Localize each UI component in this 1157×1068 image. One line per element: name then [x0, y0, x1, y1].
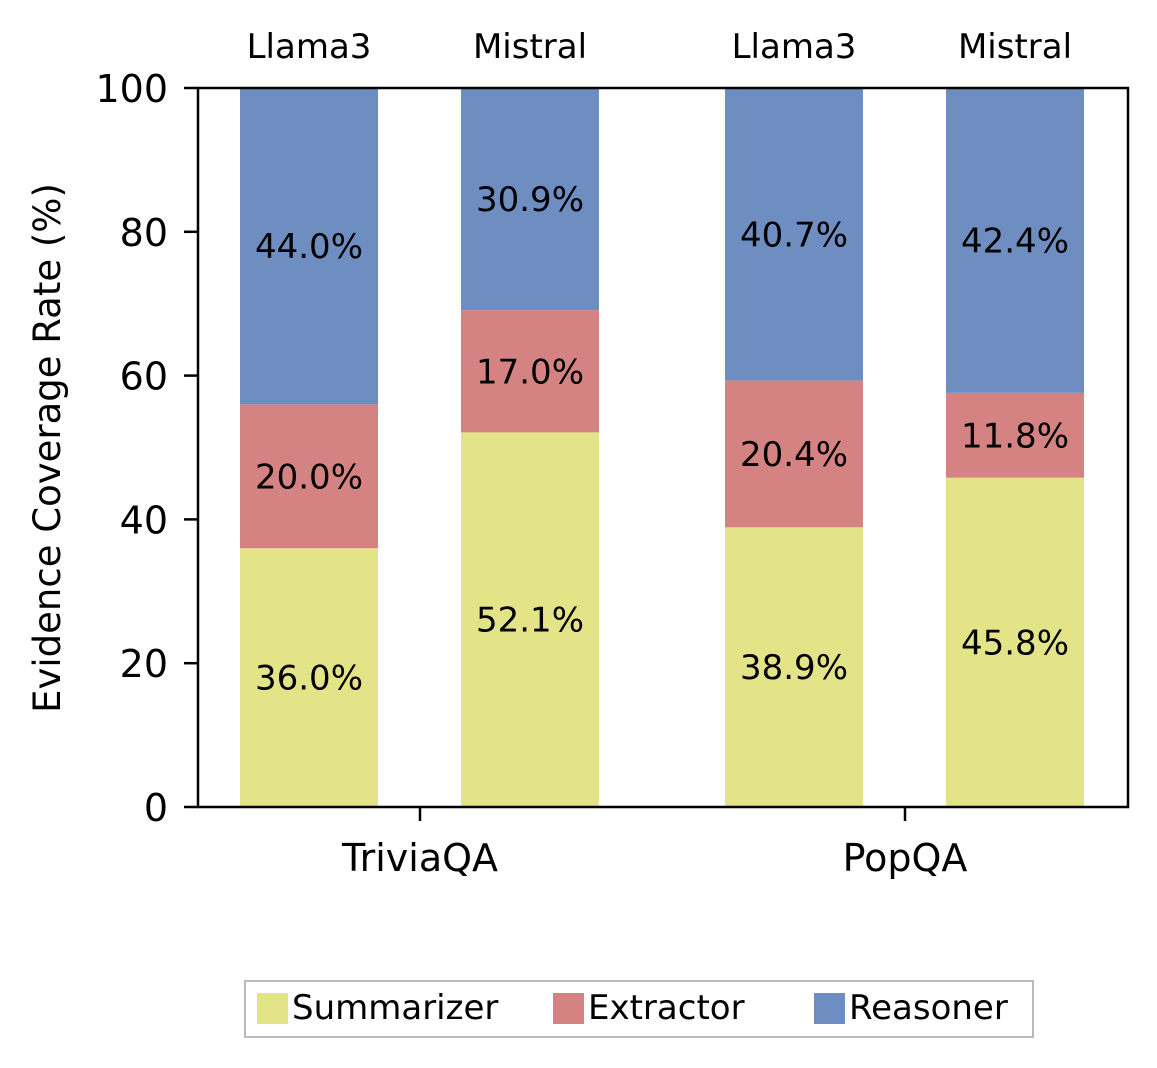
y-tick-label: 60 — [120, 355, 168, 399]
y-tick-label: 80 — [120, 211, 168, 255]
x-tick-label: PopQA — [843, 836, 968, 880]
data-label: 36.0% — [255, 659, 363, 699]
data-label: 20.4% — [740, 435, 848, 475]
legend-swatch — [257, 993, 288, 1024]
data-label: 45.8% — [961, 623, 1069, 663]
plot-frame — [196, 86, 1130, 809]
data-label: 38.9% — [740, 648, 848, 688]
model-label: Llama3 — [732, 27, 857, 67]
legend-swatch — [553, 993, 584, 1024]
legend-label: Summarizer — [292, 988, 498, 1028]
model-label: Mistral — [473, 27, 587, 67]
bar-segment-summarizer — [240, 548, 378, 807]
data-label: 42.4% — [961, 221, 1069, 261]
bars-layer: 36.0% 20.0% 44.0% 52.1% 17.0% 30.9% 38.9% 20.4%… — [240, 88, 1084, 807]
model-label: Llama3 — [247, 27, 372, 67]
y-tick-label: 40 — [120, 498, 168, 542]
bar-segment-summarizer — [461, 432, 599, 807]
data-label: 40.7% — [740, 215, 848, 255]
y-axis-label: Evidence Coverage Rate (%) — [26, 183, 69, 713]
data-label: 11.8% — [961, 416, 1069, 456]
model-label: Mistral — [958, 27, 1072, 67]
data-label: 30.9% — [476, 180, 584, 220]
bar-segment-reasoner — [946, 88, 1084, 393]
y-tick-label: 20 — [120, 642, 168, 686]
bar-segment-summarizer — [725, 527, 863, 807]
data-label: 20.0% — [255, 457, 363, 497]
bar-segment-reasoner — [725, 88, 863, 381]
legend-frame — [244, 980, 1034, 1038]
x-tick-label: TriviaQA — [341, 836, 498, 880]
bar-segment-extractor — [725, 380, 863, 528]
legend-label: Extractor — [588, 988, 745, 1028]
y-tick-label: 0 — [144, 786, 168, 830]
y-tick-label: 100 — [95, 67, 168, 111]
bar-segment-extractor — [461, 310, 599, 433]
axes-layer: Llama3 Mistral TriviaQA Llama3 Mistral PopQA 0… — [95, 27, 1072, 880]
legend: Summarizer Extractor Reasoner — [244, 980, 1034, 1038]
bar-segment-summarizer — [946, 477, 1084, 807]
legend-label: Reasoner — [849, 988, 1008, 1028]
data-label: 52.1% — [476, 601, 584, 641]
bar-segment-reasoner — [461, 88, 599, 311]
bar-segment-extractor — [240, 404, 378, 549]
data-label: 44.0% — [255, 227, 363, 267]
legend-swatch — [814, 993, 845, 1024]
data-label: 17.0% — [476, 352, 584, 392]
bar-segment-extractor — [946, 392, 1084, 478]
bar-segment-reasoner — [240, 88, 378, 405]
